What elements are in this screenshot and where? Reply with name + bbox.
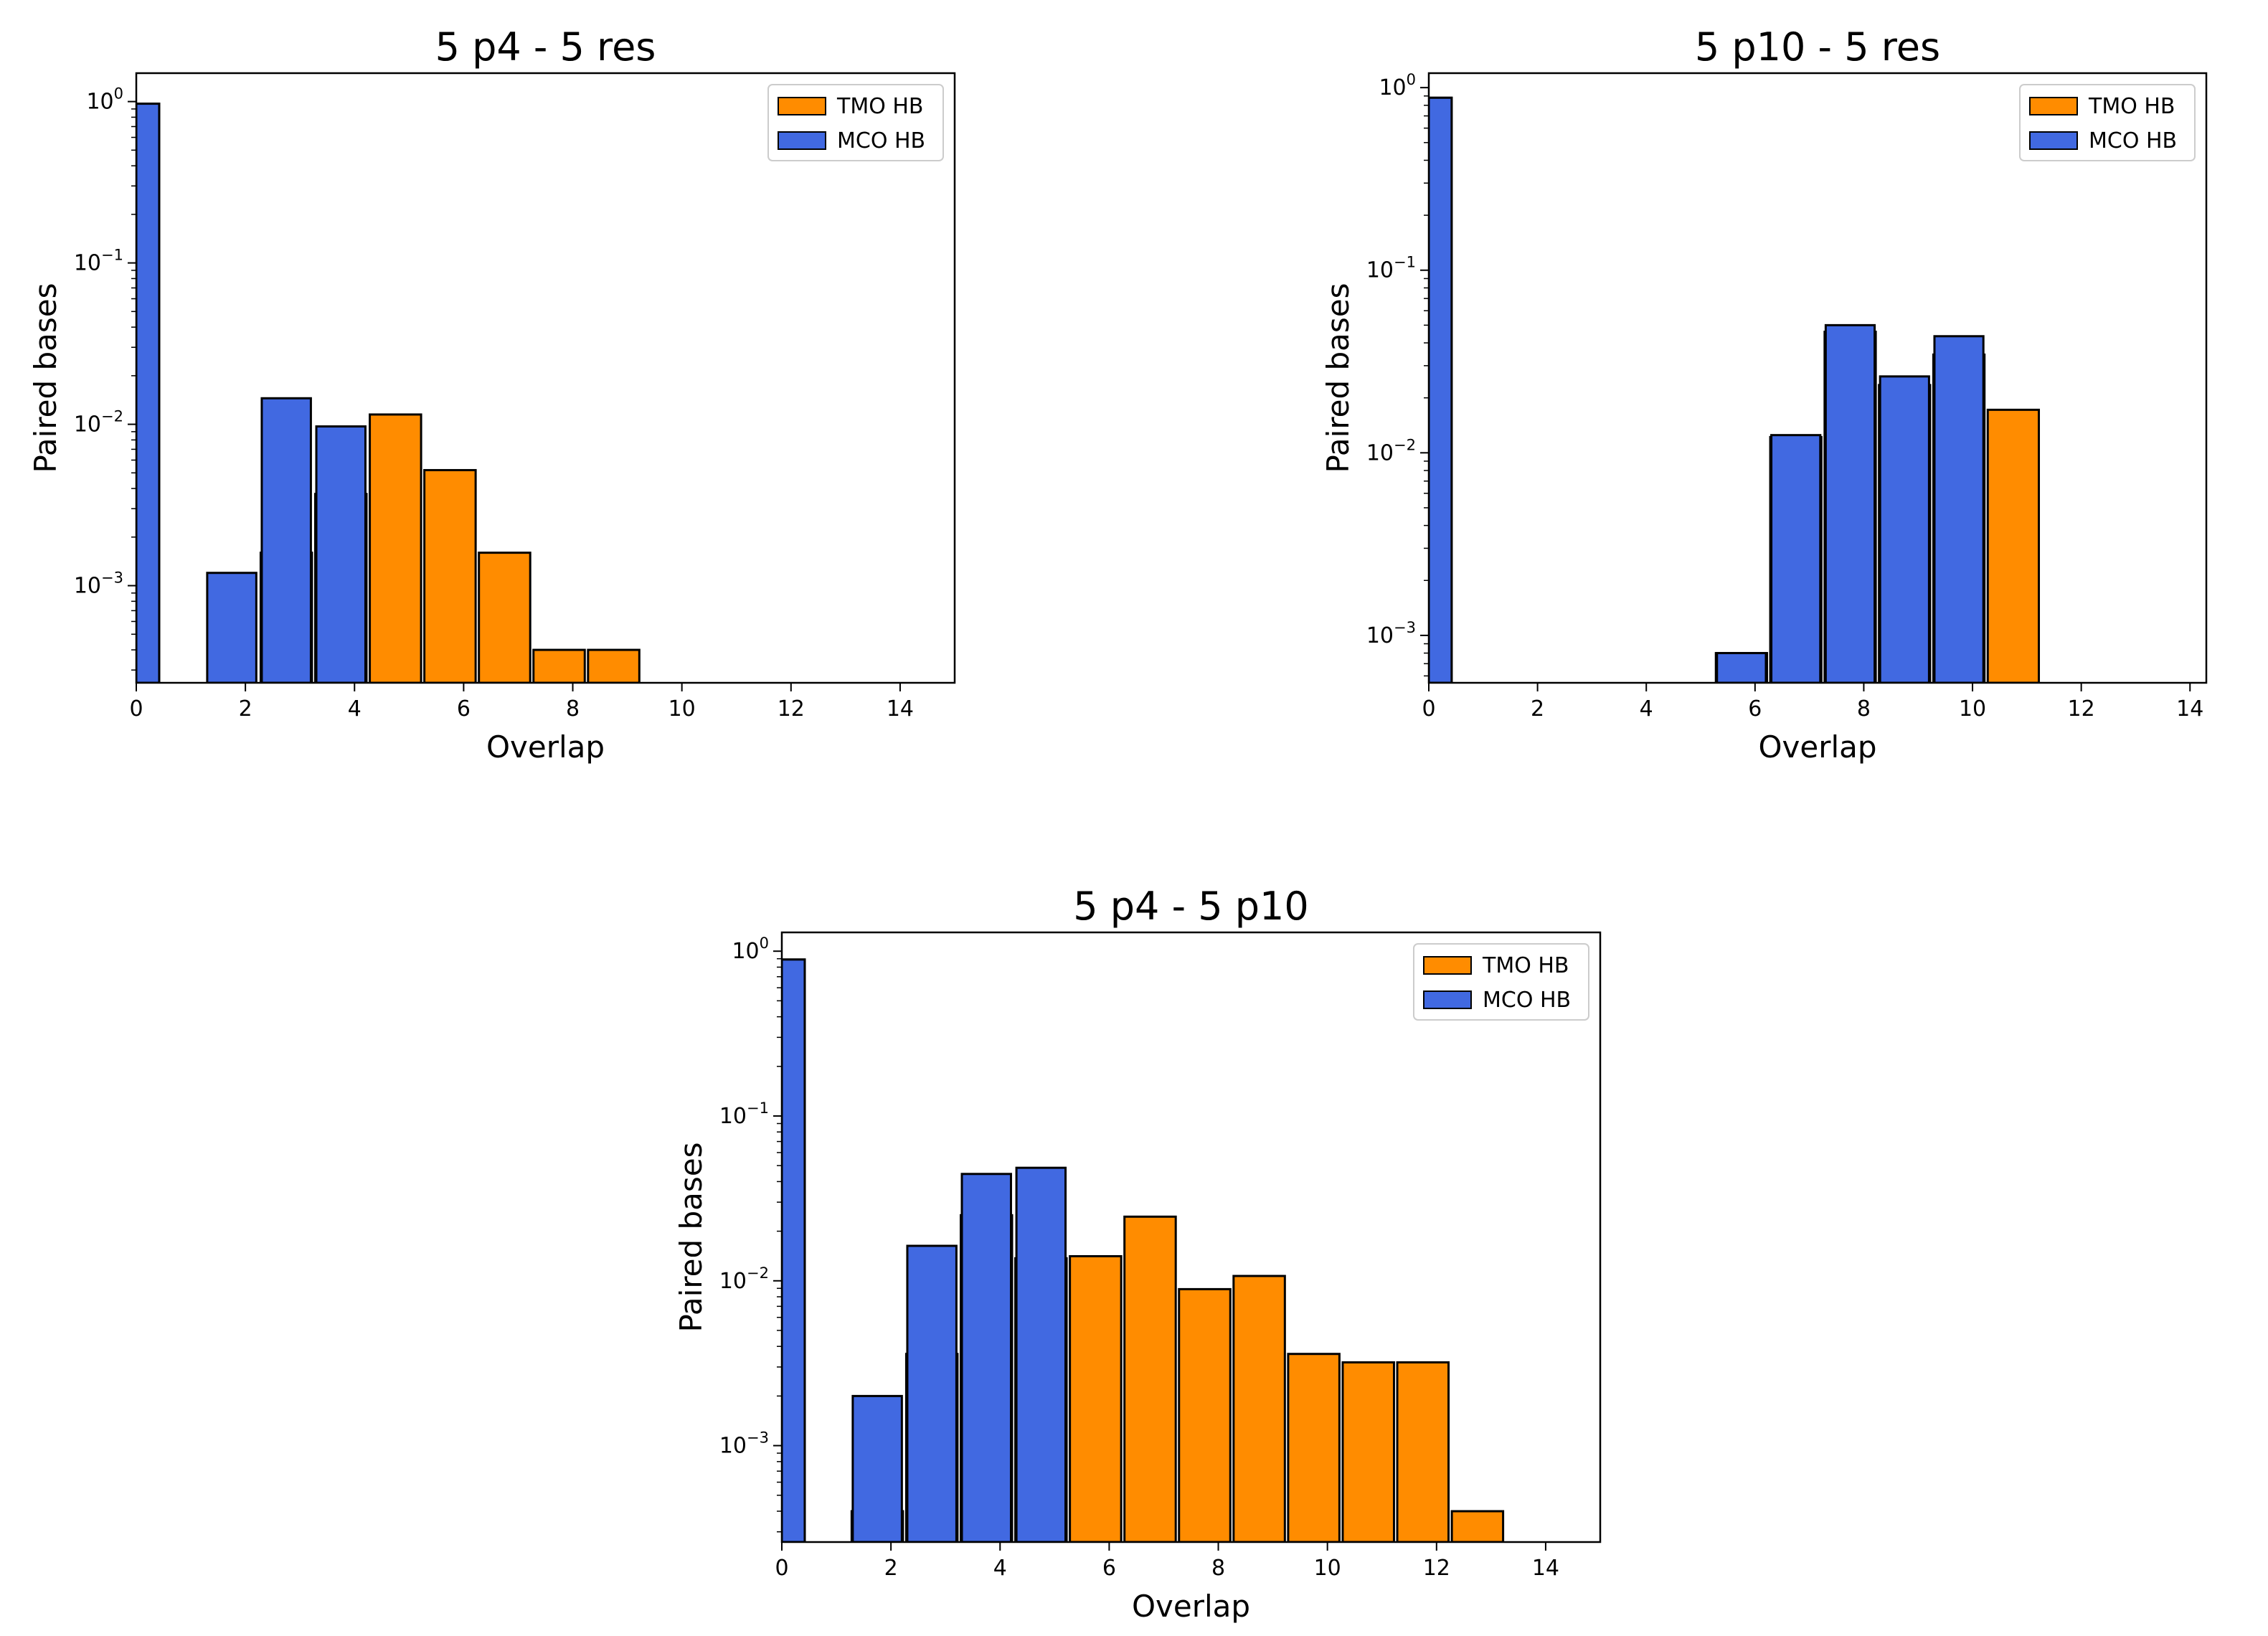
x-tick-label: 10: [1314, 1556, 1341, 1581]
x-tick-label: 2: [239, 696, 252, 722]
legend: TMO HB MCO HB: [767, 84, 944, 161]
x-tick-label: 12: [2068, 696, 2095, 722]
chart-title: 5 p4 - 5 res: [435, 24, 656, 70]
x-tick-label: 14: [1532, 1556, 1559, 1581]
axes-frame: [1427, 72, 2208, 684]
legend: TMO HB MCO HB: [2019, 84, 2196, 161]
x-tick-label: 6: [1102, 1556, 1116, 1581]
x-tick-label: 0: [775, 1556, 788, 1581]
y-axis-label: Paired bases: [674, 1142, 709, 1332]
x-tick-label: 10: [668, 696, 696, 722]
y-tick-label: 10−2: [719, 1264, 769, 1294]
mco-bar-x0: [136, 103, 161, 683]
subplot-5p4-5p10: 0 2 4 6 8 10 12 14 10−3 10−2 10−1 100 5 p4 - 5 p10 Ov…: [674, 884, 1602, 1624]
tmo-bar-x9: [1232, 1275, 1286, 1542]
y-tick-label: 10−2: [74, 408, 123, 438]
mco-bar-x4: [315, 425, 367, 683]
subplot-5p10-5res: 0 2 4 6 8 10 12 14 10−3 10−2 10−1 100 5 p10 - 5 res O…: [1320, 24, 2208, 765]
mco-bar-x0: [1429, 96, 1453, 683]
x-tick-label: 6: [1748, 696, 1762, 722]
x-tick-label: 8: [1857, 696, 1871, 722]
chart-title: 5 p4 - 5 p10: [1073, 884, 1308, 929]
legend-swatch-mco: [778, 131, 826, 150]
x-tick-label: 2: [884, 1556, 898, 1581]
x-tick-label: 4: [348, 696, 362, 722]
tmo-bar-x11: [1341, 1361, 1395, 1542]
tmo-bar-x6: [423, 468, 477, 683]
x-tick-label: 4: [993, 1556, 1007, 1581]
y-tick-label: 100: [1379, 71, 1416, 100]
y-tick-label: 10−1: [719, 1100, 769, 1129]
mco-bar-x10: [1933, 335, 1985, 683]
y-tick-label: 100: [732, 935, 769, 964]
mco-bar-x7: [1770, 434, 1822, 683]
tmo-bar-x5: [369, 413, 422, 683]
x-tick-label: 14: [887, 696, 914, 722]
tmo-bar-x6: [1069, 1254, 1123, 1542]
y-tick-label: 10−3: [1366, 619, 1416, 648]
x-tick-label: 8: [566, 696, 580, 722]
tmo-bar-x7: [478, 552, 531, 683]
x-tick-label: 6: [457, 696, 471, 722]
y-axis-label: Paired bases: [1320, 283, 1356, 473]
tmo-bar-x8: [1178, 1287, 1232, 1542]
x-tick-label: 12: [778, 696, 805, 722]
tmo-bar-x10: [1287, 1353, 1341, 1542]
mco-bar-x8: [1824, 323, 1876, 683]
legend-label: MCO HB: [1483, 988, 1571, 1013]
mco-bar-x3: [906, 1244, 958, 1542]
mco-bar-x2: [206, 572, 257, 683]
x-axis-label: Overlap: [1132, 1589, 1250, 1624]
legend-swatch-mco: [1423, 990, 1472, 1009]
mco-bar-x3: [260, 397, 312, 683]
x-tick-label: 14: [2176, 696, 2203, 722]
y-tick-label: 100: [86, 85, 123, 115]
subplot-5p4-5res: 0 2 4 6 8 10 12 14 10−3 10−2 10−1 100 5 p4 - 5 res Ov…: [28, 24, 956, 765]
bars-group: [1429, 96, 2041, 683]
x-tick-label: 8: [1211, 1556, 1225, 1581]
axes-frame: [780, 931, 1602, 1543]
x-tick-label: 10: [1959, 696, 1986, 722]
x-axis-label: Overlap: [1758, 729, 1876, 765]
legend: TMO HB MCO HB: [1413, 943, 1589, 1021]
x-tick-label: 12: [1423, 1556, 1450, 1581]
tmo-bar-x9: [587, 648, 641, 683]
y-tick-label: 10−3: [74, 569, 123, 599]
bars-group: [136, 103, 641, 683]
legend-label: TMO HB: [1482, 953, 1569, 978]
legend-label: MCO HB: [2089, 128, 2177, 153]
x-tick-label: 2: [1531, 696, 1544, 722]
mco-bar-x6: [1716, 652, 1767, 683]
legend-swatch-tmo: [2029, 97, 2078, 115]
y-tick-label: 10−1: [74, 247, 123, 276]
mco-bar-x4: [960, 1173, 1012, 1542]
legend-swatch-tmo: [778, 97, 826, 115]
legend-swatch-tmo: [1423, 956, 1472, 975]
legend-swatch-mco: [2029, 131, 2078, 150]
chart-title: 5 p10 - 5 res: [1695, 24, 1940, 70]
legend-label: TMO HB: [836, 94, 924, 119]
mco-bar-x0: [782, 958, 806, 1542]
y-tick-label: 10−3: [719, 1429, 769, 1459]
tmo-bar-x8: [532, 648, 586, 683]
tmo-bar-x11: [1986, 408, 2041, 683]
tmo-bar-x7: [1123, 1215, 1177, 1542]
x-tick-label: 4: [1640, 696, 1653, 722]
tmo-bar-x13: [1450, 1510, 1505, 1542]
mco-bar-x2: [851, 1394, 903, 1542]
x-tick-label: 0: [129, 696, 143, 722]
mco-bar-x5: [1015, 1166, 1067, 1542]
mco-bar-x9: [1879, 375, 1930, 683]
legend-label: MCO HB: [837, 128, 925, 153]
axes-frame: [135, 72, 956, 684]
x-tick-label: 0: [1422, 696, 1435, 722]
y-axis-label: Paired bases: [28, 283, 63, 473]
x-axis-label: Overlap: [486, 729, 605, 765]
y-tick-label: 10−1: [1366, 254, 1416, 283]
y-tick-label: 10−2: [1366, 436, 1416, 465]
tmo-bar-x12: [1396, 1361, 1450, 1542]
legend-label: TMO HB: [2088, 94, 2175, 119]
bars-group: [782, 958, 1505, 1542]
